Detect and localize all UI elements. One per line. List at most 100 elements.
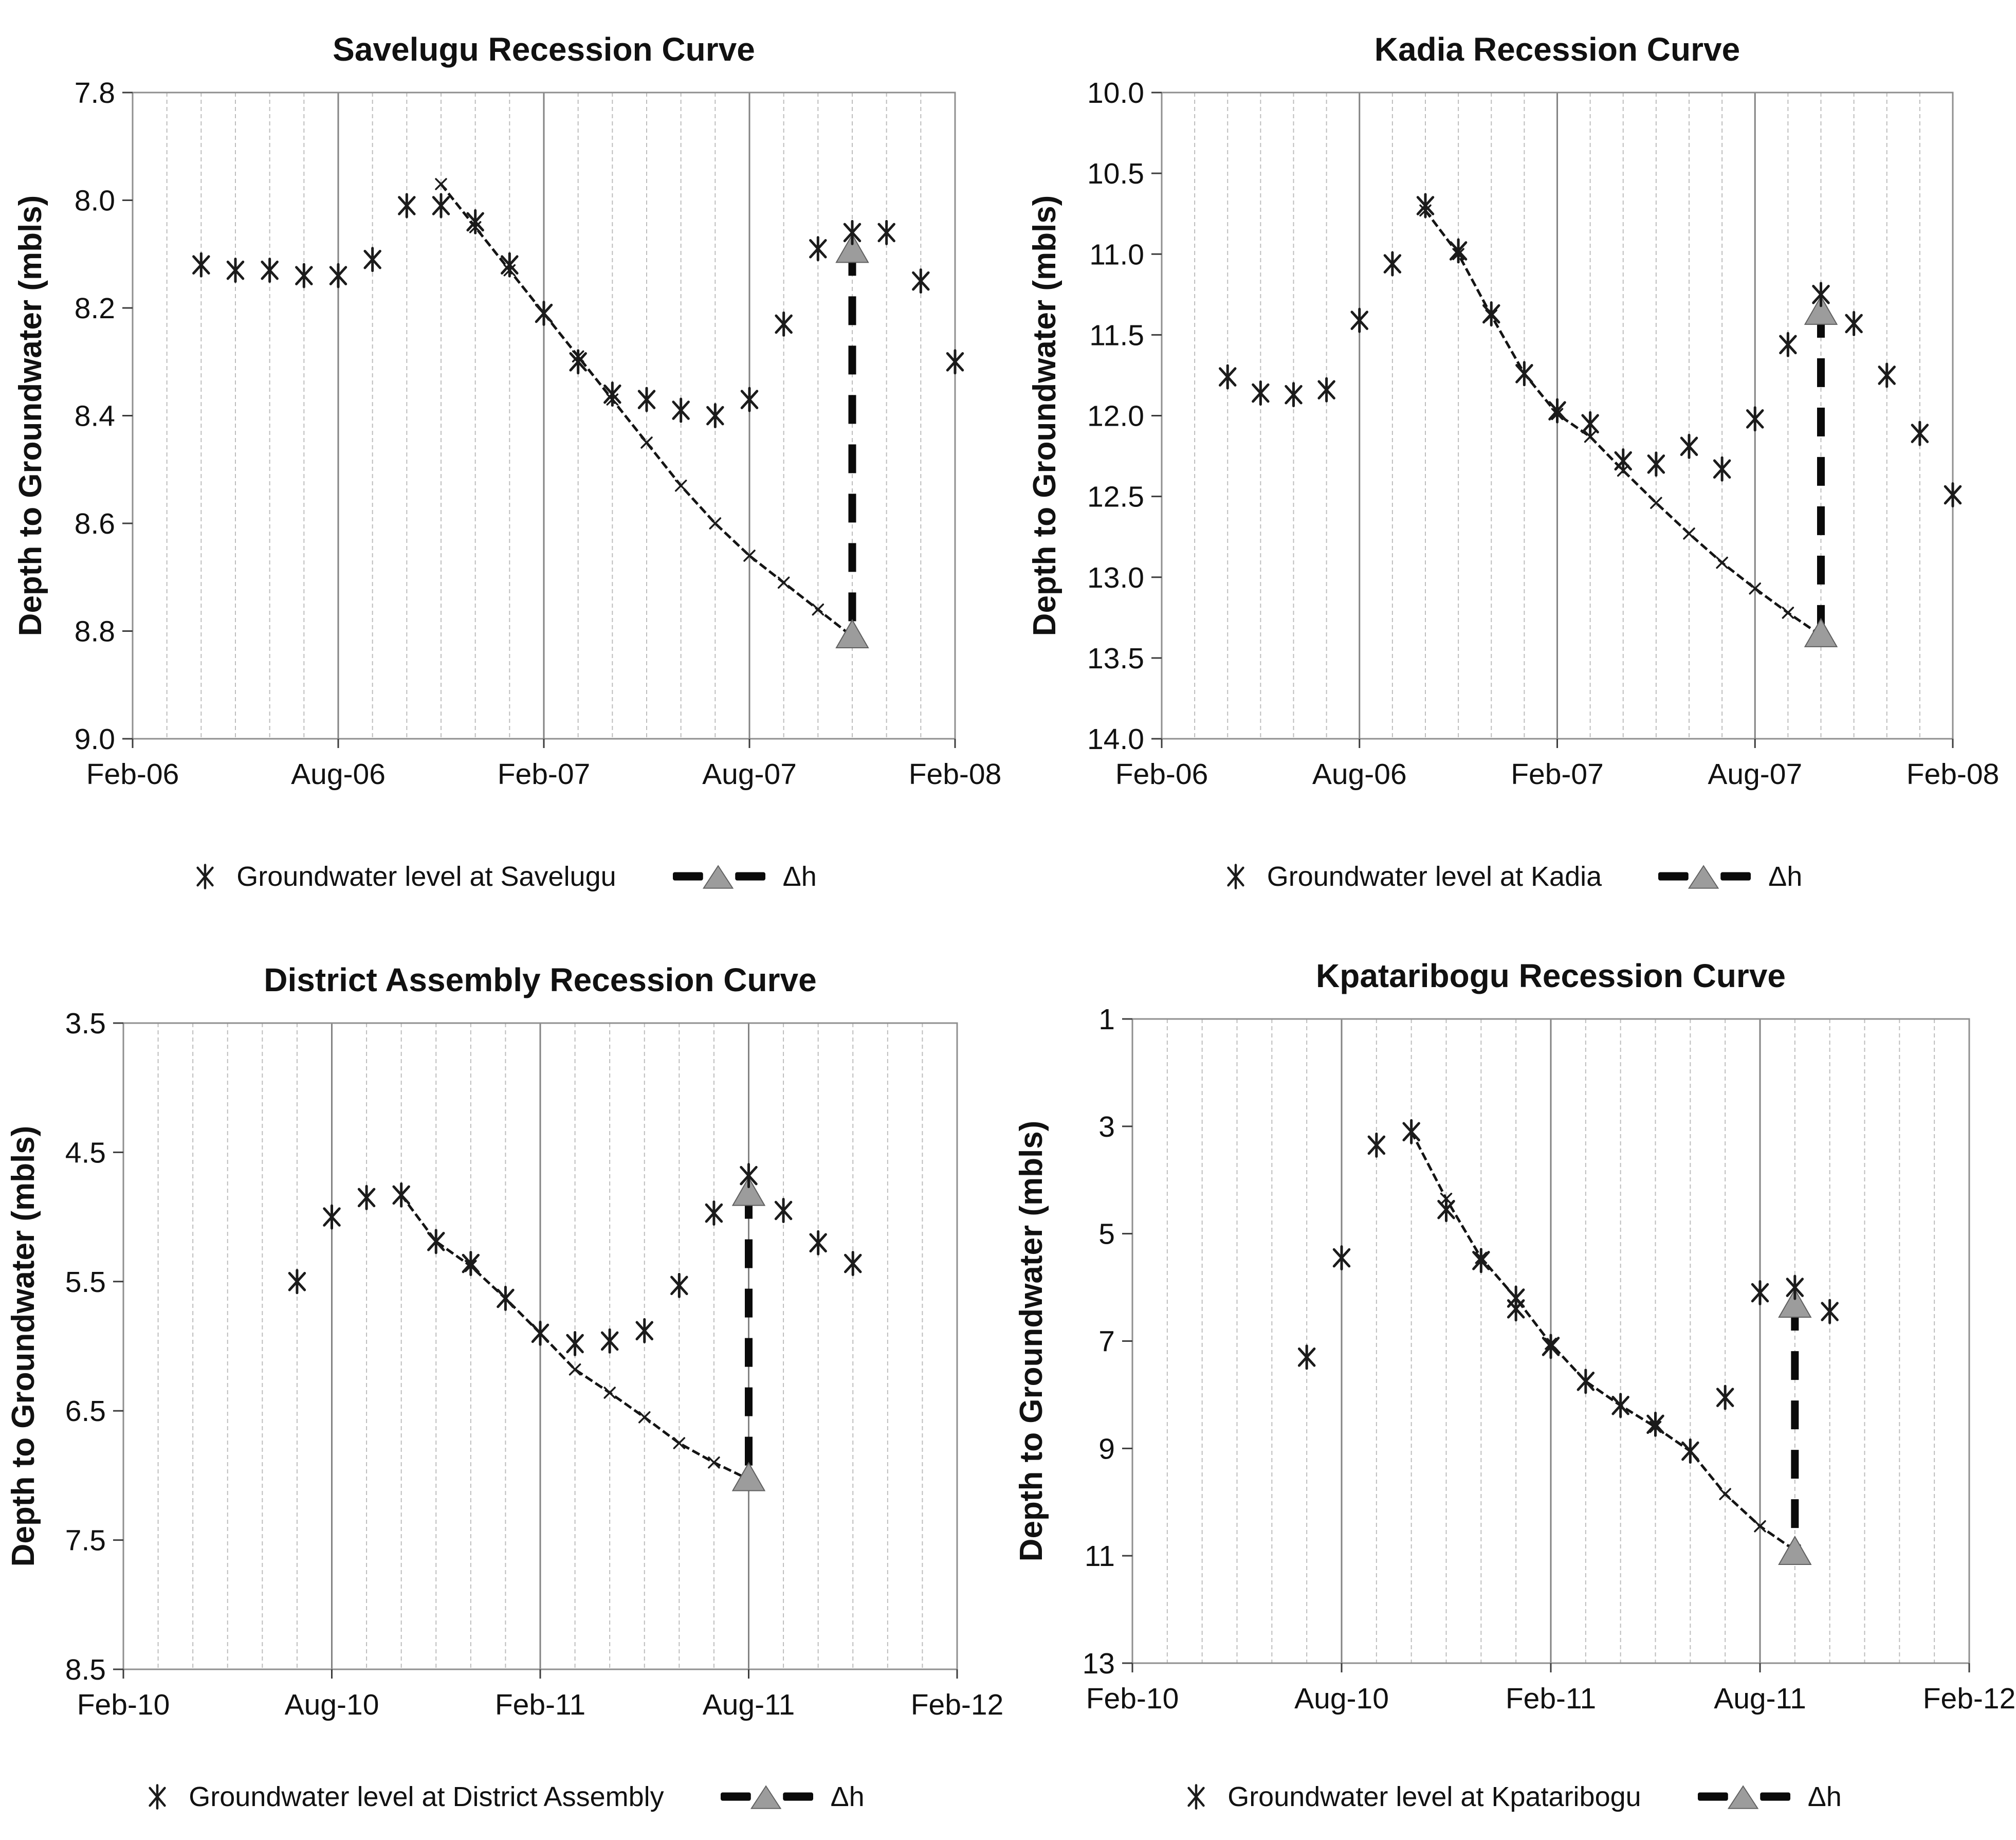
y-tick-label: 5.5 bbox=[65, 1266, 106, 1299]
chart-savelugu: 7.8 8.0 8.2 8.4 8.6 8.8 9.0 Feb-06 Aug-06 Feb-07 A… bbox=[0, 0, 1008, 920]
x-tick-label: Feb-07 bbox=[1511, 758, 1604, 791]
delta-h-marker bbox=[835, 233, 869, 648]
legend-series-label: Groundwater level at District Assembly bbox=[189, 1781, 664, 1812]
y-tick-label: 12.5 bbox=[1087, 481, 1144, 514]
gridlines bbox=[166, 93, 922, 739]
x-tick-label: Aug-11 bbox=[703, 1688, 795, 1721]
y-axis-title: Depth to Groundwater (mbls) bbox=[1027, 195, 1062, 636]
x-tick-label: Feb-11 bbox=[495, 1688, 585, 1721]
delta-h-legend-icon bbox=[720, 1785, 813, 1809]
asterisk-marker-icon bbox=[149, 1784, 166, 1810]
y-axis-title: Depth to Groundwater (mbls) bbox=[13, 195, 48, 636]
y-tick-label: 6.5 bbox=[65, 1395, 106, 1428]
chart-kpataribogu: 1 3 5 7 9 11 13 Feb-10 Aug-10 Feb-11 Aug-11 Feb-12 … bbox=[1008, 920, 2016, 1840]
y-tick-label: 8.4 bbox=[75, 400, 115, 433]
y-tick-label: 7.8 bbox=[75, 77, 115, 110]
y-tick-label: 9 bbox=[1098, 1432, 1115, 1465]
asterisk-marker-icon bbox=[1187, 1784, 1205, 1810]
recession-curve-line bbox=[1405, 1125, 1801, 1557]
chart-legend: Groundwater level at District Assembly Δ… bbox=[0, 1769, 1008, 1825]
x-axis-ticks: Feb-06 Aug-06 Feb-07 Aug-07 Feb-08 bbox=[1115, 739, 1999, 791]
groundwater-level-points bbox=[1297, 1119, 1839, 1464]
y-tick-label: 12.0 bbox=[1087, 400, 1144, 433]
x-tick-label: Aug-06 bbox=[291, 758, 386, 791]
chart-legend: Groundwater level at Kadia Δh bbox=[1008, 848, 2016, 905]
y-axis-title: Depth to Groundwater (mbls) bbox=[1014, 1121, 1049, 1562]
y-tick-label: 7.5 bbox=[65, 1524, 106, 1557]
delta-h-marker bbox=[1804, 295, 1838, 647]
y-tick-label: 1 bbox=[1098, 1003, 1115, 1036]
y-tick-label: 8.0 bbox=[75, 185, 115, 217]
y-tick-label: 13.5 bbox=[1087, 642, 1144, 675]
y-tick-label: 10.5 bbox=[1087, 157, 1144, 190]
chart-title: Kpataribogu Recession Curve bbox=[1316, 957, 1786, 994]
delta-h-legend-icon bbox=[1697, 1785, 1790, 1809]
legend-series-label: Groundwater level at Kpataribogu bbox=[1227, 1781, 1641, 1812]
delta-h-marker bbox=[1778, 1288, 1812, 1565]
gridlines bbox=[157, 1023, 923, 1669]
x-tick-label: Feb-06 bbox=[86, 758, 179, 791]
y-tick-label: 10.0 bbox=[1087, 77, 1144, 110]
kadia-plot-area: 10.010.511.011.512.012.513.013.514.0Feb-… bbox=[1087, 77, 1999, 791]
y-tick-label: 8.2 bbox=[75, 292, 115, 325]
y-tick-label: 7 bbox=[1098, 1325, 1115, 1358]
legend-dh-label: Δh bbox=[1768, 861, 1803, 892]
asterisk-marker-icon bbox=[1227, 864, 1244, 889]
delta-h-bottom-triangle bbox=[731, 1462, 766, 1491]
y-tick-label: 9.0 bbox=[75, 723, 115, 756]
x-tick-label: Aug-06 bbox=[1312, 758, 1407, 791]
y-tick-label: 5 bbox=[1098, 1218, 1115, 1251]
legend-dh-label: Δh bbox=[1807, 1781, 1842, 1812]
legend-dh-label: Δh bbox=[830, 1781, 865, 1812]
chart-legend: Groundwater level at Savelugu Δh bbox=[0, 848, 1008, 905]
delta-h-bottom-triangle bbox=[835, 618, 869, 648]
delta-h-top-triangle bbox=[731, 1176, 766, 1206]
x-tick-label: Feb-07 bbox=[498, 758, 591, 791]
x-tick-label: Feb-12 bbox=[911, 1688, 1004, 1721]
legend-series-label: Groundwater level at Savelugu bbox=[236, 861, 616, 892]
y-tick-label: 8.5 bbox=[65, 1653, 106, 1686]
y-tick-label: 11 bbox=[1085, 1540, 1115, 1573]
legend-series-label: Groundwater level at Kadia bbox=[1267, 861, 1602, 892]
delta-h-legend-icon bbox=[1658, 865, 1751, 889]
delta-h-bottom-triangle bbox=[1778, 1535, 1812, 1565]
y-tick-label: 8.8 bbox=[75, 615, 115, 648]
y-tick-label: 11.5 bbox=[1089, 319, 1144, 352]
kadia-chart-canvas: 10.010.511.011.512.012.513.013.514.0Feb-… bbox=[1027, 31, 1999, 791]
x-tick-label: Feb-11 bbox=[1506, 1682, 1596, 1715]
y-tick-label: 4.5 bbox=[65, 1136, 106, 1169]
y-tick-label: 11.0 bbox=[1089, 238, 1144, 271]
x-tick-label: Feb-08 bbox=[909, 758, 1002, 791]
delta-h-top-triangle bbox=[1804, 295, 1838, 325]
delta-h-marker bbox=[731, 1176, 766, 1491]
delta-h-top-triangle bbox=[835, 233, 869, 263]
chart-kadia: 10.0 10.5 11.0 11.5 12.0 12.5 13.0 13.5 14.0 Feb-… bbox=[1008, 0, 2016, 920]
groundwater-level-points bbox=[192, 193, 964, 428]
x-tick-label: Feb-06 bbox=[1115, 758, 1208, 791]
y-tick-label: 3.5 bbox=[65, 1007, 106, 1040]
x-tick-label: Aug-10 bbox=[285, 1688, 379, 1721]
y-tick-label: 13 bbox=[1083, 1647, 1115, 1680]
y-axis-ticks: 10.0 10.5 11.0 11.5 12.0 12.5 13.0 13.5 14.0 bbox=[1087, 77, 1162, 756]
x-tick-label: Aug-10 bbox=[1294, 1682, 1389, 1715]
chart-title: District Assembly Recession Curve bbox=[264, 961, 816, 998]
x-axis-ticks: Feb-06 Aug-06 Feb-07 Aug-07 Feb-08 bbox=[86, 739, 1002, 791]
chart-title: Kadia Recession Curve bbox=[1374, 31, 1740, 68]
y-axis-title: Depth to Groundwater (mbls) bbox=[6, 1126, 41, 1567]
legend-dh-label: Δh bbox=[782, 861, 817, 892]
y-tick-label: 14.0 bbox=[1087, 723, 1144, 756]
groundwater-level-points bbox=[1219, 193, 1962, 507]
chart-legend: Groundwater level at Kpataribogu Δh bbox=[1008, 1769, 2016, 1825]
x-tick-label: Aug-07 bbox=[702, 758, 797, 791]
chart-title: Savelugu Recession Curve bbox=[333, 31, 755, 68]
x-tick-label: Aug-07 bbox=[1708, 758, 1802, 791]
x-tick-label: Aug-11 bbox=[1714, 1682, 1806, 1715]
x-tick-label: Feb-12 bbox=[1923, 1682, 2016, 1715]
delta-h-legend-icon bbox=[672, 865, 765, 889]
